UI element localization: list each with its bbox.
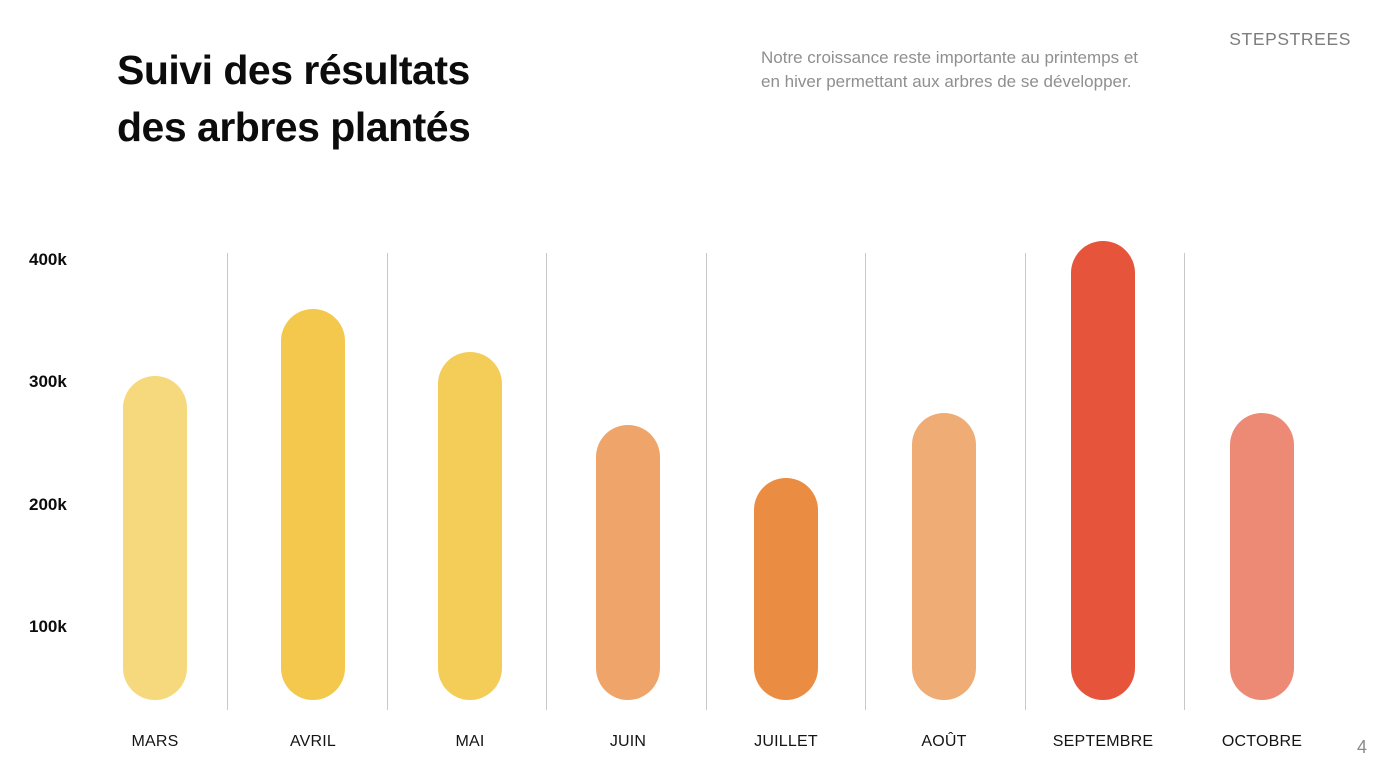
bar-octobre	[1230, 412, 1294, 700]
x-axis-label-octobre: OCTOBRE	[1221, 733, 1303, 750]
slide-title-line-1: Suivi des résultats	[117, 47, 470, 93]
slide-title-line-2: des arbres plantés	[117, 104, 471, 150]
bar-septembre	[1071, 241, 1135, 700]
y-axis-tick-label: 100k	[29, 617, 67, 637]
x-axis-label-mai: MAI	[455, 733, 485, 750]
x-axis-label-septembre: SEPTEMBRE	[1052, 733, 1154, 750]
column-separator-line	[1184, 253, 1185, 710]
column-separator-line	[386, 253, 388, 710]
bar-mai	[438, 351, 502, 700]
x-axis-label-avril: AVRIL	[289, 733, 337, 750]
bar-juin	[596, 425, 660, 700]
y-axis-tick-label: 200k	[29, 494, 67, 514]
page-number: 4	[1356, 737, 1367, 757]
slide-subtitle-line-2: en hiver permettant aux arbres de se dév…	[761, 72, 1132, 91]
x-axis-label-août: AOÛT	[921, 733, 967, 750]
x-axis-label-mars: MARS	[131, 733, 179, 750]
column-separator-line	[705, 253, 707, 710]
bar-août	[912, 412, 976, 700]
column-separator-line	[865, 253, 866, 710]
bar-mars	[123, 376, 187, 700]
x-axis-label-juin: JUIN	[609, 733, 647, 750]
slide-subtitle-line-1: Notre croissance reste importante au pri…	[761, 48, 1139, 67]
slide-title: Suivi des résultats des arbres plantés	[117, 42, 471, 156]
column-separator-line	[227, 253, 228, 710]
bar-avril	[281, 308, 345, 700]
bar-juillet	[754, 477, 818, 700]
slide-subtitle: Notre croissance reste importante au pri…	[761, 46, 1138, 94]
x-axis-label-juillet: JUILLET	[754, 733, 818, 750]
column-separator-line	[1024, 253, 1026, 710]
column-separator-line	[546, 253, 547, 710]
y-axis-tick-label: 300k	[29, 372, 67, 392]
y-axis-tick-label: 400k	[29, 249, 67, 269]
brand-logo: STEPSTREES	[1229, 29, 1351, 49]
